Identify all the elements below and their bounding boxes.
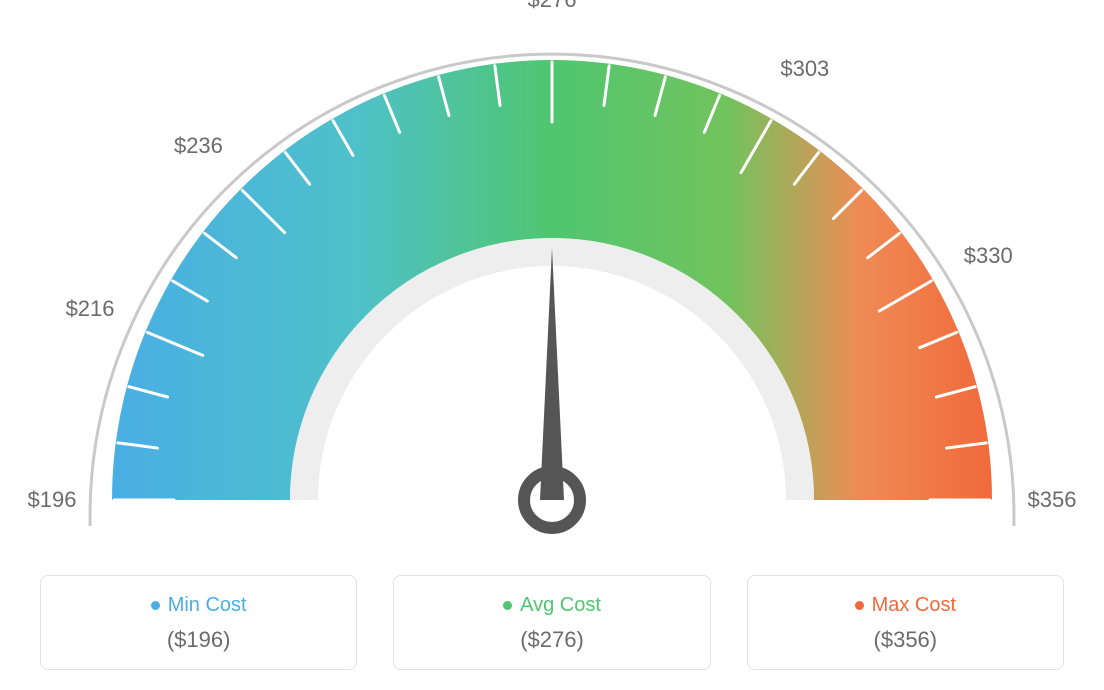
- gauge-tick-label: $330: [964, 243, 1013, 269]
- legend-card: Avg Cost ($276): [393, 575, 710, 670]
- legend-title: Min Cost: [151, 594, 247, 617]
- gauge-chart: $196 $216 $236 $276 $303 $330 $356: [0, 0, 1104, 560]
- legend-value: ($276): [404, 627, 699, 653]
- legend-dot-icon: [503, 601, 512, 610]
- legend-value: ($356): [758, 627, 1053, 653]
- legend-title: Max Cost: [855, 594, 956, 617]
- legend-row: Min Cost ($196) Avg Cost ($276) Max Cost ($35…: [0, 575, 1104, 670]
- gauge-tick-label: $236: [174, 133, 223, 159]
- legend-dot-icon: [151, 601, 160, 610]
- legend-card: Max Cost ($356): [747, 575, 1064, 670]
- gauge-tick-label: $276: [528, 0, 577, 13]
- legend-label: Max Cost: [872, 594, 956, 617]
- gauge-tick-label: $303: [780, 56, 829, 82]
- legend-value: ($196): [51, 627, 346, 653]
- legend-dot-icon: [855, 601, 864, 610]
- gauge-tick-label: $196: [28, 487, 77, 513]
- legend-title: Avg Cost: [503, 594, 601, 617]
- legend-card: Min Cost ($196): [40, 575, 357, 670]
- gauge-svg: [0, 0, 1104, 560]
- legend-label: Min Cost: [168, 594, 247, 617]
- gauge-tick-label: $216: [66, 296, 115, 322]
- gauge-tick-label: $356: [1028, 487, 1077, 513]
- legend-label: Avg Cost: [520, 594, 601, 617]
